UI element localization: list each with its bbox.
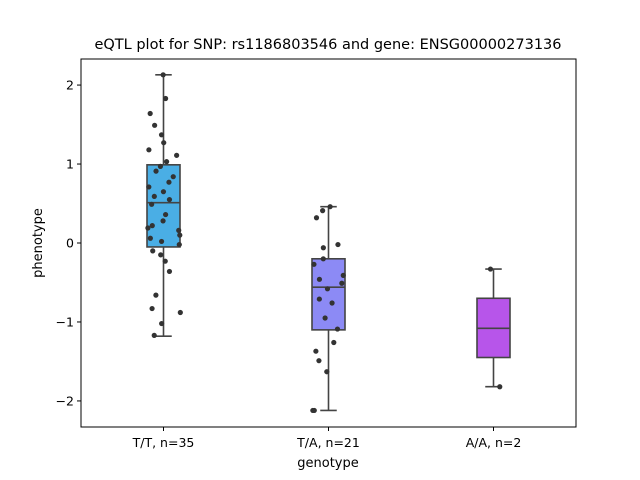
data-point bbox=[166, 268, 173, 275]
data-point bbox=[151, 332, 157, 338]
y-tick-label: 1 bbox=[66, 157, 74, 172]
data-point bbox=[163, 95, 169, 102]
data-point bbox=[147, 235, 153, 241]
data-point bbox=[146, 184, 152, 190]
y-tick-label: 0 bbox=[66, 236, 74, 251]
data-point bbox=[161, 140, 167, 146]
box-group bbox=[145, 72, 183, 338]
data-point bbox=[158, 238, 165, 245]
data-point bbox=[174, 152, 180, 158]
box bbox=[311, 257, 346, 331]
data-point bbox=[334, 326, 341, 332]
box-group bbox=[476, 266, 511, 390]
data-point bbox=[160, 218, 166, 224]
data-point bbox=[160, 72, 166, 78]
data-point bbox=[313, 215, 320, 221]
x-tick-label: A/A, n=2 bbox=[466, 435, 522, 450]
data-point bbox=[160, 189, 167, 195]
data-point bbox=[163, 159, 170, 165]
data-point bbox=[149, 201, 155, 207]
box-group bbox=[310, 204, 346, 414]
data-point bbox=[153, 292, 159, 298]
x-tick-label: T/T, n=35 bbox=[132, 435, 195, 450]
data-point bbox=[149, 305, 155, 312]
data-point bbox=[170, 174, 176, 180]
data-point bbox=[313, 348, 319, 354]
data-point bbox=[331, 339, 337, 346]
data-point bbox=[158, 252, 164, 258]
x-tick-label: T/A, n=21 bbox=[296, 435, 360, 450]
data-point bbox=[176, 227, 182, 233]
data-point bbox=[149, 223, 155, 229]
data-point bbox=[320, 208, 326, 214]
data-point bbox=[177, 309, 183, 316]
data-point bbox=[162, 211, 169, 218]
data-point bbox=[146, 147, 152, 153]
data-point bbox=[320, 256, 326, 262]
data-point bbox=[320, 245, 326, 251]
data-point bbox=[145, 225, 151, 231]
data-point bbox=[329, 300, 335, 306]
data-point bbox=[162, 258, 168, 264]
data-point bbox=[324, 369, 330, 375]
data-point bbox=[322, 315, 328, 321]
data-point bbox=[166, 179, 172, 185]
data-point bbox=[340, 272, 346, 278]
data-point bbox=[310, 407, 316, 414]
data-point bbox=[316, 296, 322, 302]
y-tick-label: 2 bbox=[66, 78, 74, 93]
data-point bbox=[147, 110, 153, 117]
data-point bbox=[316, 358, 322, 364]
data-point bbox=[157, 163, 164, 169]
data-point bbox=[151, 193, 157, 200]
data-point bbox=[150, 248, 156, 254]
data-point bbox=[316, 276, 323, 282]
plot-content bbox=[145, 72, 511, 414]
data-point bbox=[324, 286, 331, 292]
data-point bbox=[176, 241, 182, 248]
data-point bbox=[159, 320, 165, 327]
data-point bbox=[339, 280, 345, 286]
y-tick-label: −1 bbox=[56, 314, 74, 329]
y-tick-label: −2 bbox=[56, 393, 74, 408]
data-point bbox=[153, 168, 159, 174]
data-point bbox=[327, 204, 333, 210]
data-point bbox=[335, 241, 341, 248]
y-axis: −2 −1 0 1 2 bbox=[56, 78, 81, 408]
x-axis: T/T, n=35 T/A, n=21 A/A, n=2 bbox=[132, 427, 522, 450]
data-point bbox=[487, 266, 494, 272]
data-point bbox=[158, 132, 165, 138]
y-axis-label: phenotype bbox=[31, 208, 46, 278]
data-point bbox=[311, 261, 317, 267]
data-point bbox=[152, 122, 158, 128]
chart-title: eQTL plot for SNP: rs1186803546 and gene… bbox=[94, 37, 561, 53]
data-point bbox=[497, 384, 503, 390]
data-point bbox=[177, 232, 183, 238]
x-axis-label: genotype bbox=[297, 456, 358, 471]
data-point bbox=[166, 196, 173, 203]
